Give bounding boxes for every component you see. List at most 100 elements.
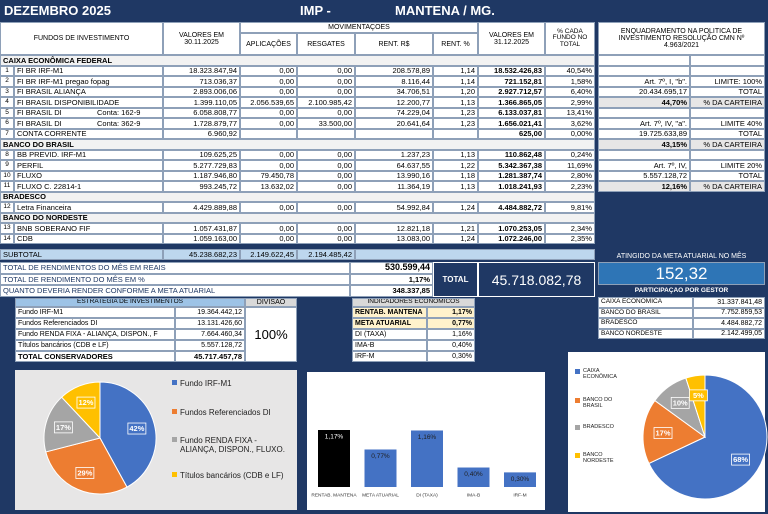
pie-slice bbox=[648, 374, 768, 500]
column-header: RENT. % bbox=[433, 33, 478, 55]
strategy-label: Fundo RENDA FIXA - ALIANÇA, DISPON., F bbox=[15, 329, 175, 340]
account-number: Conta: 362-9 bbox=[97, 118, 141, 128]
total-value: 45.718.082,78 bbox=[478, 262, 595, 297]
row-number: 14 bbox=[0, 233, 14, 244]
table-cell: 0,00 bbox=[297, 170, 355, 181]
goal-title: ATINGIDO DA META ATUARIAL NO MÊS bbox=[598, 250, 765, 262]
table-cell: 1.018.241,93 bbox=[478, 181, 545, 192]
bar bbox=[504, 472, 536, 487]
policy-cell: 5.557.128,72 bbox=[598, 170, 690, 181]
legend-label: BANCO DO BRASIL bbox=[583, 397, 613, 410]
row-number: 11 bbox=[0, 181, 14, 192]
fund-name: FLUXO C. 22814-1 bbox=[14, 181, 163, 192]
table-cell: 0,24% bbox=[545, 149, 595, 160]
policy-cell bbox=[598, 55, 690, 66]
indicator-value: 0,30% bbox=[427, 351, 475, 362]
column-header: VALORES EM 30.11.2025 bbox=[163, 22, 240, 55]
column-header: APLICAÇÕES bbox=[240, 33, 297, 55]
pie-slice bbox=[642, 399, 706, 465]
policy-cell: 20.434.695,17 bbox=[598, 86, 690, 97]
table-cell: 5.277.729,83 bbox=[163, 160, 240, 171]
table-cell: 54.992,84 bbox=[355, 202, 433, 213]
subtotal-value: 2.194.485,42 bbox=[297, 249, 355, 260]
table-cell: 721.152,81 bbox=[478, 76, 545, 87]
table-cell: 110.862,48 bbox=[478, 149, 545, 160]
policy-cell bbox=[690, 107, 765, 118]
table-cell: 0,00 bbox=[297, 181, 355, 192]
manager-name: BANCO NORDESTE bbox=[598, 328, 693, 339]
strategy-label: Fundo IRF-M1 bbox=[15, 307, 175, 318]
section-header: BRADESCO bbox=[0, 191, 595, 202]
fund-name: FI BRASIL ALIANÇA bbox=[14, 86, 163, 97]
strategy-title: ESTRATÉGIA DE INVESTIMENTOS bbox=[15, 298, 245, 307]
table-cell: 11.364,19 bbox=[355, 181, 433, 192]
table-cell bbox=[433, 128, 478, 139]
policy-cell: % DA CARTEIRA bbox=[690, 181, 765, 192]
table-cell: 40,54% bbox=[545, 65, 595, 76]
division-value: 100% bbox=[245, 307, 297, 362]
manager-name: BANCO DO BRASIL bbox=[598, 307, 693, 318]
summary-value: 348.337,85 bbox=[350, 285, 433, 298]
table-cell: 4.484.882,72 bbox=[478, 202, 545, 213]
pie-slice bbox=[60, 381, 101, 440]
table-cell: 0,00 bbox=[297, 107, 355, 118]
table-cell: 33.500,00 bbox=[297, 118, 355, 129]
policy-cell: LIMITE 40% bbox=[690, 118, 765, 129]
legend-swatch bbox=[575, 425, 580, 430]
column-header: MOVIMENTAÇOES bbox=[240, 22, 478, 33]
table-cell: 2,35% bbox=[545, 233, 595, 244]
table-cell: 1.070.253,05 bbox=[478, 223, 545, 234]
strategy-total-label: TOTAL CONSERVADORES bbox=[15, 351, 175, 362]
table-cell: 1,13 bbox=[433, 181, 478, 192]
policy-cell: TOTAL bbox=[690, 128, 765, 139]
bar-category-label: IRF-M bbox=[513, 492, 526, 498]
bar-value-label: 0,30% bbox=[511, 476, 530, 483]
table-cell: 625,00 bbox=[478, 128, 545, 139]
table-cell: 0,00 bbox=[297, 202, 355, 213]
table-cell: 64.637,55 bbox=[355, 160, 433, 171]
legend-label: Fundos Referenciados DI bbox=[180, 408, 271, 417]
legend-label: Títulos bancários (CDB e LF) bbox=[180, 471, 284, 480]
table-cell: 1.072.246,00 bbox=[478, 233, 545, 244]
table-cell: 2.893.006,06 bbox=[163, 86, 240, 97]
table-cell: 0,00 bbox=[240, 76, 297, 87]
table-cell: 1,23 bbox=[433, 118, 478, 129]
bar bbox=[411, 430, 443, 487]
table-cell: 0,00 bbox=[240, 149, 297, 160]
table-cell: 0,00 bbox=[240, 160, 297, 171]
table-cell: 12.821,18 bbox=[355, 223, 433, 234]
row-number: 6 bbox=[0, 118, 14, 129]
table-cell: 713.036,37 bbox=[163, 76, 240, 87]
bar-category-label: META ATUARIAL bbox=[362, 492, 399, 498]
summary-label: QUANTO DEVERIA RENDER CONFORME A META AT… bbox=[0, 285, 350, 298]
slice-label: 29% bbox=[77, 468, 92, 477]
fund-name: FI BR IRF-M1 bbox=[14, 65, 163, 76]
table-cell: 0,00 bbox=[297, 65, 355, 76]
subtotal-value: 2.149.622,45 bbox=[240, 249, 297, 260]
summary-value: 1,17% bbox=[350, 273, 433, 286]
indicator-value: 1,16% bbox=[427, 329, 475, 340]
fund-name: CDB bbox=[14, 233, 163, 244]
policy-cell bbox=[598, 65, 690, 76]
strategy-label: Fundos Referenciados DI bbox=[15, 318, 175, 329]
bar-category-label: DI (TAXA) bbox=[416, 492, 438, 498]
policy-cell: Art. 7º, I, "b". bbox=[598, 76, 690, 87]
slice-label: 10% bbox=[673, 398, 688, 407]
section-header: BANCO DO NORDESTE bbox=[0, 212, 595, 223]
label-box bbox=[689, 389, 708, 402]
legend-swatch bbox=[172, 409, 177, 414]
table-cell: 1,18 bbox=[433, 170, 478, 181]
pie-slice bbox=[45, 437, 128, 495]
indicator-name: IMA-B bbox=[352, 340, 427, 351]
table-cell: 13.990,16 bbox=[355, 170, 433, 181]
table-cell: 6.133.037,81 bbox=[478, 107, 545, 118]
total-label: TOTAL bbox=[433, 262, 478, 297]
table-cell: 2.056.539,65 bbox=[240, 97, 297, 108]
table-cell: 2,23% bbox=[545, 181, 595, 192]
table-cell: 2,99% bbox=[545, 97, 595, 108]
table-cell: 0,00 bbox=[297, 233, 355, 244]
fund-name: PERFIL bbox=[14, 160, 163, 171]
table-cell: 0,00 bbox=[297, 149, 355, 160]
